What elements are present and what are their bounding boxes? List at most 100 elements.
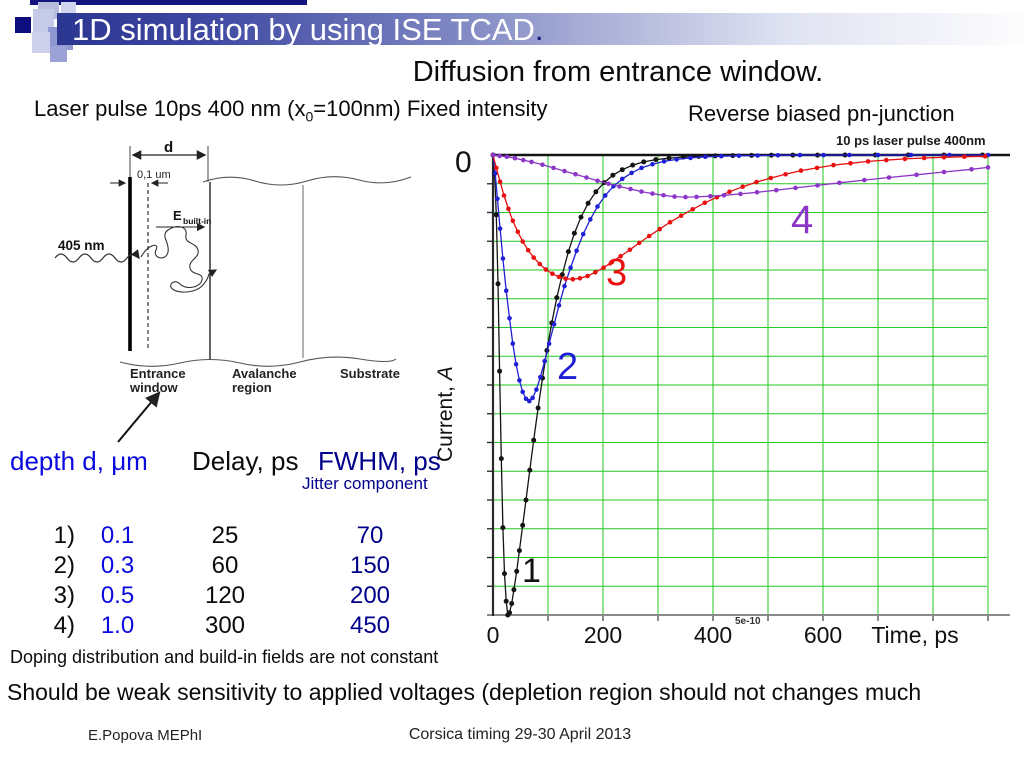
curve-4-marker [815,183,820,188]
column-header-depth: depth d, μm [10,446,148,476]
curve-2-marker [602,193,608,198]
curve-4-marker [551,165,556,171]
curve-2-marker [595,204,600,209]
curve-4-marker [584,175,589,180]
laser-pulse-heading: Laser pulse 10ps 400 nm (x0=100nm) Fixed… [34,96,547,124]
curve-3-marker [531,255,536,260]
curve-3-marker [570,276,576,282]
curve-4-marker [969,167,974,172]
curve-4-marker [617,184,622,189]
curve-2-marker [847,152,852,158]
curve-4-marker [862,177,867,183]
curve-2-marker [639,165,644,171]
curve-1-marker [509,601,515,606]
curve-1-marker [565,249,571,255]
curve-3-marker [494,165,499,171]
curve-4 [492,154,989,198]
curve-2-marker [523,396,529,402]
curve-2-marker [503,288,509,293]
footer-author: E.Popova MEPhI [88,727,203,744]
curve-3 [492,154,986,280]
table-cell: 120 [204,582,246,609]
x-tick-400: 400 [693,622,733,648]
curve-3-marker [921,155,927,161]
curve-3-marker [510,218,516,224]
laser-pulse-sub: 0 [305,108,314,125]
curve-4-marker [672,194,677,199]
curve-3-marker [550,271,555,276]
deco-square [32,32,50,53]
curve-2-marker [588,217,593,222]
curve-1-marker [666,155,672,161]
curve-2-marker [568,265,573,270]
curve-3-marker [543,267,549,272]
curve-4-marker [708,193,713,199]
curve-2-marker [775,153,781,158]
curve-2-marker [517,378,522,383]
x-tick-600: 600 [803,622,843,648]
curve-1-marker [511,587,517,593]
column-header-delay: Delay, ps [192,446,299,476]
y-axis-label-unit: A [434,366,457,381]
photon-wavy-arrow [54,249,140,263]
curve-3-marker [501,193,507,198]
curve-4-marker [721,193,727,198]
page-title: 1D simulation by using ISE TCAD. [72,14,1002,46]
curve-1-marker [495,281,501,287]
table-cell: 2) [53,552,75,579]
efield-sub-label: built-in [183,216,211,226]
curve-3-marker [657,226,662,232]
table-cell: 3) [53,582,75,609]
curve-3-marker [609,259,615,265]
curve-1-marker [498,456,504,462]
curve-3-marker [884,157,889,163]
curve-1-marker [571,230,577,236]
curve-label-2: 2 [557,346,579,388]
curve-1-marker [497,368,503,374]
curve-3-marker [497,179,503,184]
curve-2-marker [495,196,500,201]
curve-1-marker [554,295,560,301]
avalanche-region-label-1: Avalanche [232,366,297,381]
table-cell: 0.5 [100,582,135,609]
y-axis-zero-label: 0 [455,146,472,179]
curve-3-marker [941,155,947,160]
curve-1-marker [578,214,584,220]
table-cell: 200 [349,582,391,609]
curve-2-marker [797,152,803,158]
curve-label-4: 4 [791,198,814,242]
curve-2-marker [574,248,579,253]
x-tick-200: 200 [583,622,623,648]
curve-1-marker [502,571,507,577]
curve-2-marker [875,152,881,158]
curve-3-marker [690,207,695,212]
curve-3-marker [593,270,598,275]
curve-4-marker [837,180,842,186]
dim-label-d: d [164,139,173,156]
curve-2-marker [908,152,914,158]
avalanche-region-label-2: region [232,380,272,395]
thickness-label: 0,1 um [137,169,171,181]
carrier-random-walk-arrow [140,226,218,293]
table-cell: 300 [204,612,246,639]
curve-2-marker [674,157,679,162]
curve-1-marker [520,522,526,528]
curve-2-marker [947,152,952,158]
curve-4-marker [639,189,644,194]
curve-1-marker [531,437,537,443]
curve-1-marker [619,167,625,173]
curve-1-marker [641,159,647,165]
curve-2-marker [513,362,519,367]
curve-4-marker [628,186,633,192]
curve-1-marker [516,548,522,554]
curve-3-marker [506,206,511,212]
column-header-fwhm: FWHM, ps [318,446,441,476]
curve-3-marker [814,165,820,171]
curve-2-marker [492,171,498,176]
top-break-wavy-line [202,176,412,186]
sensitivity-note: Should be weak sensitivity to applied vo… [7,679,922,705]
curve-4-marker [521,157,526,163]
curve-3-marker [754,179,759,185]
depth-pointer-arrow [117,391,161,443]
